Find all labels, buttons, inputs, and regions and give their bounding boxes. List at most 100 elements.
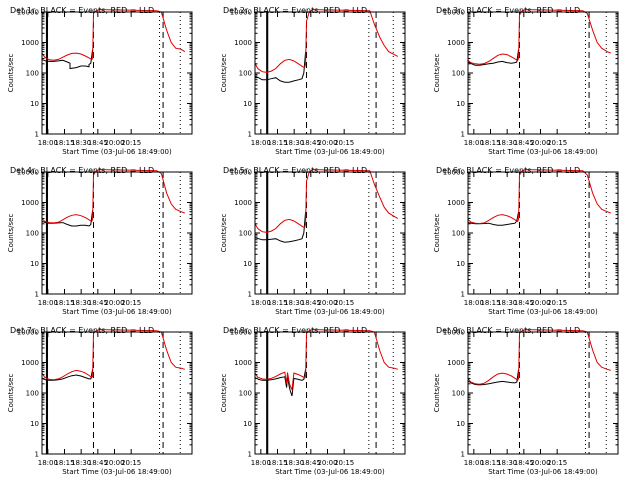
y-tick-label: 100 [26,390,39,398]
series-lld-line [255,169,399,233]
y-tick-label: 100 [452,390,465,398]
y-tick-label: 100 [26,230,39,238]
x-tick-label: 20:15 [547,299,567,307]
x-axis-title: Start Time (03-Jul-06 18:49:00) [488,308,598,316]
x-tick-label: 18:30 [71,139,91,147]
panel-det-1: 1 10 100 1000 10000 18:0018:1518:3018:4520:00… [7,6,193,156]
y-tick-label: 10000 [443,169,465,177]
series-events-line [42,210,94,227]
x-tick-label: 20:15 [121,139,141,147]
x-tick-label: 20:15 [334,459,354,467]
x-tick-label: 18:45 [301,139,321,147]
series-lld-line [255,329,398,392]
x-tick-label: 18:15 [267,299,287,307]
y-tick-label: 10 [30,100,39,108]
y-tick-label: 1000 [447,199,465,207]
y-tick-label: 10000 [443,329,465,337]
x-axis-title: Start Time (03-Jul-06 18:49:00) [62,468,172,476]
x-tick-label: 20:00 [530,459,550,467]
y-tick-label: 100 [452,70,465,78]
y-tick-label: 1 [248,131,252,139]
x-tick-label: 20:15 [121,459,141,467]
x-tick-label: 18:30 [71,459,91,467]
y-tick-label: 1000 [234,359,252,367]
x-tick-label: 20:15 [547,459,567,467]
x-tick-label: 18:15 [267,459,287,467]
x-tick-label: 18:30 [497,139,517,147]
series-lld-line [42,9,186,61]
x-tick-label: 18:00 [464,139,484,147]
panel-det-4: 1 10 100 1000 10000 18:0018:1518:3018:4520:00… [7,166,193,316]
x-tick-label: 20:00 [530,299,550,307]
y-axis-title: Counts/sec [7,214,15,253]
x-tick-label: 18:30 [284,139,304,147]
series-lld-line [42,329,185,381]
y-tick-label: 10 [456,260,465,268]
panel-det-5: 1 10 100 1000 10000 18:0018:1518:3018:4520:00… [220,166,406,316]
x-tick-label: 20:00 [317,299,337,307]
x-axis-title: Start Time (03-Jul-06 18:49:00) [62,148,172,156]
y-axis-title: Counts/sec [220,214,228,253]
x-tick-label: 18:15 [480,459,500,467]
series-events-line [255,51,307,83]
x-tick-label: 18:00 [251,139,271,147]
x-tick-label: 18:45 [514,139,534,147]
y-tick-label: 100 [452,230,465,238]
panel-det-3: 1 10 100 1000 10000 18:0018:1518:3018:4520:00… [433,6,619,156]
y-tick-label: 10 [243,260,252,268]
x-tick-label: 18:45 [88,459,108,467]
x-tick-label: 20:00 [104,299,124,307]
panel-title: Det 1r, BLACK = Events, RED = LLD [10,6,154,15]
panel-det-8: 1 10 100 1000 10000 18:0018:1518:3018:4520:00… [220,326,406,476]
series-events-line [255,211,307,243]
y-tick-label: 1 [35,451,39,459]
x-axis-title: Start Time (03-Jul-06 18:49:00) [275,468,385,476]
y-axis-title: Counts/sec [433,54,441,93]
y-tick-label: 10 [243,100,252,108]
x-tick-label: 20:15 [334,299,354,307]
x-tick-label: 18:00 [464,299,484,307]
x-tick-label: 20:00 [317,459,337,467]
y-tick-label: 10000 [443,9,465,17]
y-axis-title: Counts/sec [220,54,228,93]
panel-title: Det 3r, BLACK = Events, RED = LLD [436,6,580,15]
y-tick-label: 1000 [21,359,39,367]
x-tick-label: 18:15 [267,139,287,147]
y-tick-label: 1000 [447,359,465,367]
x-tick-label: 18:00 [251,459,271,467]
x-tick-label: 20:15 [334,139,354,147]
y-tick-label: 100 [239,230,252,238]
y-tick-label: 1000 [234,199,252,207]
panel-det-9: 1 10 100 1000 10000 18:0018:1518:3018:4520:00… [433,326,619,476]
series-events-line [42,49,94,70]
x-tick-label: 18:00 [38,299,58,307]
series-lld-line [468,169,611,225]
x-tick-label: 18:30 [284,459,304,467]
x-tick-label: 20:00 [104,139,124,147]
x-tick-label: 18:30 [284,299,304,307]
panel-title: Det 5r, BLACK = Events, RED = LLD [223,166,367,175]
series-lld-line [42,169,185,224]
x-tick-label: 18:45 [88,299,108,307]
y-axis-title: Counts/sec [433,374,441,413]
series-lld-line [468,329,611,385]
x-axis-title: Start Time (03-Jul-06 18:49:00) [275,148,385,156]
x-tick-label: 18:30 [497,459,517,467]
series-events-line [42,369,94,381]
y-tick-label: 1 [461,451,465,459]
x-tick-label: 20:15 [121,299,141,307]
y-tick-label: 1 [35,131,39,139]
x-tick-label: 18:00 [251,299,271,307]
x-tick-label: 18:15 [54,459,74,467]
y-tick-label: 10 [456,420,465,428]
panel-det-7: 1 10 100 1000 10000 18:0018:1518:3018:4520:00… [7,326,193,476]
y-tick-label: 10 [243,420,252,428]
x-tick-label: 20:00 [530,139,550,147]
y-tick-label: 10000 [230,169,252,177]
y-tick-label: 10 [30,420,39,428]
panel-title: Det 6r, BLACK = Events, RED = LLD [436,166,580,175]
x-tick-label: 18:15 [54,299,74,307]
y-tick-label: 10000 [17,329,39,337]
x-tick-label: 18:45 [301,299,321,307]
